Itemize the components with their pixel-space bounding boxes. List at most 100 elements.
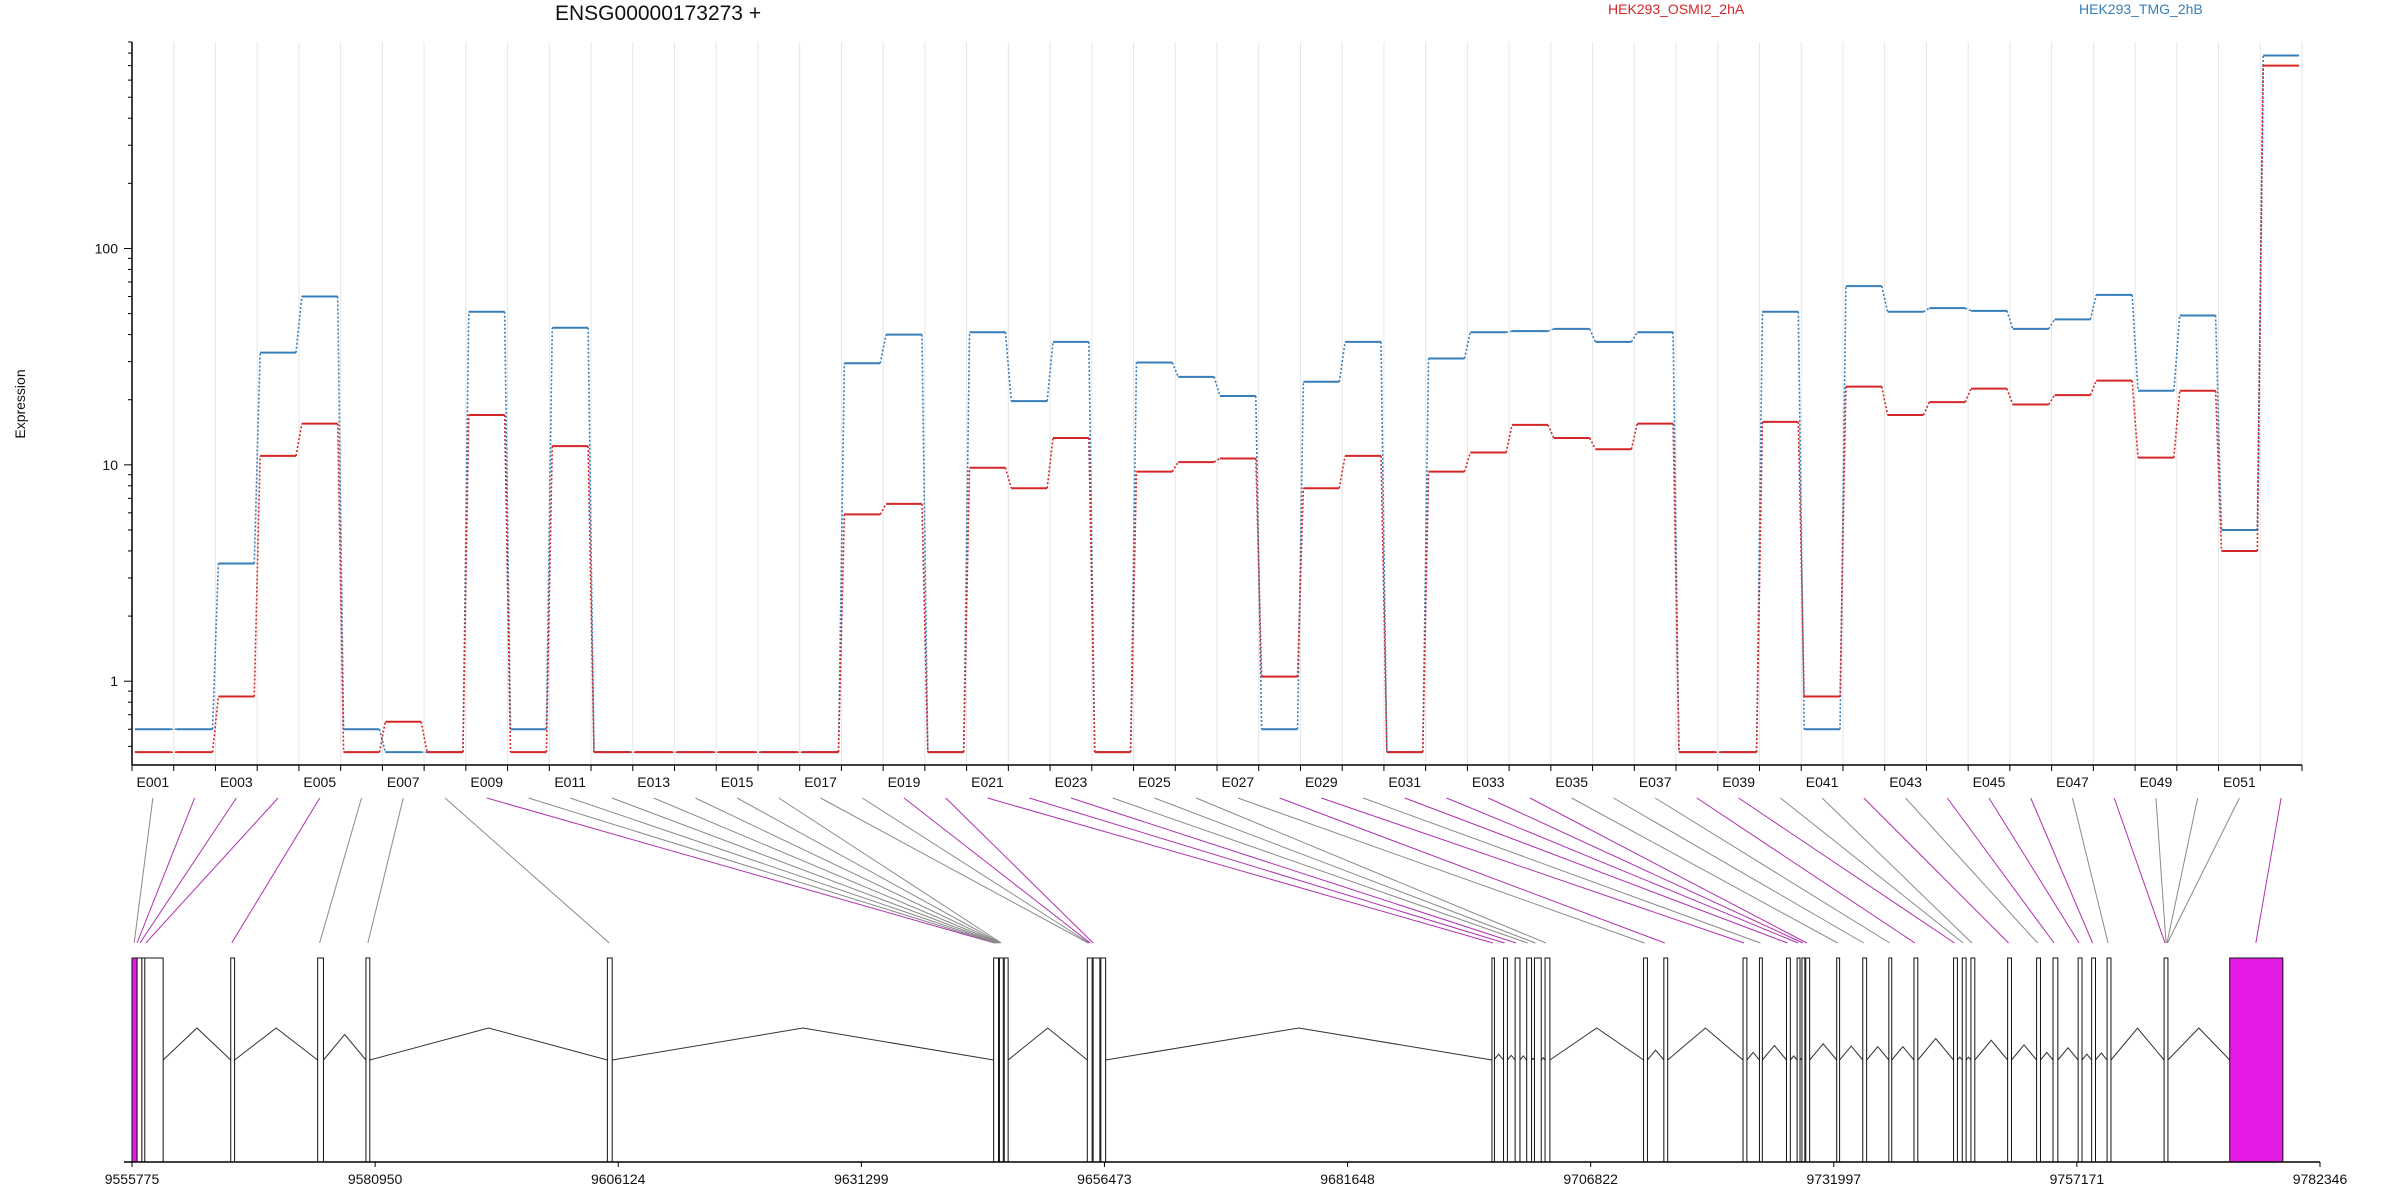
series-1-connector xyxy=(2048,394,2056,405)
x-tick-label: E015 xyxy=(721,774,754,790)
genome-axis-label: 9606124 xyxy=(591,1171,646,1187)
x-tick-label: E037 xyxy=(1639,774,1672,790)
exon-link xyxy=(736,797,1001,944)
series-1-connector xyxy=(2006,388,2014,405)
intron-line xyxy=(2081,1053,2093,1061)
exon-link xyxy=(653,797,999,944)
exon-box xyxy=(144,957,164,1163)
exon-box xyxy=(2077,957,2083,1163)
series-2-connector xyxy=(2089,294,2098,320)
exon-link xyxy=(367,797,404,944)
intron-line xyxy=(2110,1027,2165,1061)
series-1-connector xyxy=(1213,457,1221,463)
series-1-connector xyxy=(1630,423,1639,450)
exon-box xyxy=(1913,957,1919,1163)
series-1-connector xyxy=(420,721,428,753)
series-2-connector xyxy=(1630,331,1638,343)
exon-link xyxy=(1446,797,1799,944)
exon-box xyxy=(1888,957,1893,1163)
exon-box xyxy=(1643,957,1648,1163)
exon-link xyxy=(1654,797,1891,944)
exon-box xyxy=(1836,957,1841,1163)
series-1-connector xyxy=(211,696,220,753)
series-1-connector xyxy=(1755,421,1764,753)
exon-link xyxy=(1780,797,1964,944)
intron-line xyxy=(1891,1045,1915,1061)
series-1-connector xyxy=(1046,437,1054,489)
exon-link xyxy=(1404,797,1788,944)
genome-axis-label: 9555775 xyxy=(105,1171,160,1187)
exon-link xyxy=(1571,797,1838,944)
exon-box xyxy=(1970,957,1976,1163)
exon-box xyxy=(1758,957,1763,1163)
exon-link xyxy=(1029,797,1505,944)
series-1-connector xyxy=(1672,423,1680,753)
exon-link xyxy=(1321,797,1745,944)
intron-line xyxy=(323,1033,367,1061)
exon-box xyxy=(2106,957,2112,1163)
intron-line xyxy=(162,1027,232,1061)
y-tick-label: 10 xyxy=(102,457,118,473)
exon-link xyxy=(1154,797,1536,944)
exon-box xyxy=(317,957,324,1163)
series-2-connector xyxy=(253,352,261,564)
x-tick-label: E001 xyxy=(137,774,170,790)
series-2-connector xyxy=(2256,55,2264,530)
exon-box xyxy=(998,957,1004,1163)
exon-box xyxy=(1961,957,1967,1163)
exon-link xyxy=(2030,797,2094,944)
x-tick-label: E033 xyxy=(1472,774,1505,790)
exon-link xyxy=(1821,797,1973,944)
genome-axis-label: 9580950 xyxy=(348,1171,403,1187)
exon-link xyxy=(570,797,997,944)
x-tick-label: E017 xyxy=(804,774,837,790)
intron-line xyxy=(1105,1027,1493,1061)
exon-link xyxy=(1070,797,1517,944)
exon-box xyxy=(1491,957,1495,1163)
exon-box xyxy=(2036,957,2041,1163)
series-1-connector xyxy=(1338,455,1346,489)
intron-line xyxy=(1809,1042,1838,1061)
exon-box xyxy=(2091,957,2097,1163)
series-1-connector xyxy=(962,467,971,753)
intron-line xyxy=(234,1027,318,1061)
series-1-connector xyxy=(1964,388,1972,403)
exon-link xyxy=(1863,797,2009,944)
series-2-connector xyxy=(1964,307,1972,312)
genome-axis-label: 9681648 xyxy=(1320,1171,1375,1187)
exon-box xyxy=(1526,957,1533,1163)
series-1-connector xyxy=(1463,452,1472,472)
series-1-connector xyxy=(2214,390,2223,551)
exon-box xyxy=(131,957,138,1163)
series-1-connector xyxy=(587,446,595,753)
x-tick-label: E009 xyxy=(470,774,503,790)
exon-box xyxy=(2163,957,2169,1163)
exon-link xyxy=(987,797,1494,944)
exon-link xyxy=(1112,797,1528,944)
x-tick-label: E029 xyxy=(1305,774,1338,790)
exon-link xyxy=(1988,797,2080,944)
exon-link xyxy=(2255,797,2282,944)
exon-link xyxy=(319,797,362,944)
series-2-connector xyxy=(2048,319,2056,330)
intron-line xyxy=(2011,1044,2037,1061)
x-tick-label: E013 xyxy=(637,774,670,790)
intron-line xyxy=(1965,1056,1972,1061)
series-2-connector xyxy=(1672,332,1680,753)
intron-line xyxy=(612,1027,994,1061)
exon-link xyxy=(2113,797,2166,944)
exon-link xyxy=(1529,797,1808,944)
series-2-connector xyxy=(1506,330,1513,334)
exon-link xyxy=(444,797,610,944)
genome-axis-label: 9706822 xyxy=(1563,1171,1618,1187)
series-1-connector xyxy=(1296,488,1305,677)
x-tick-label: E007 xyxy=(387,774,420,790)
genome-axis-label: 9631299 xyxy=(834,1171,889,1187)
x-tick-label: E023 xyxy=(1055,774,1088,790)
exon-box xyxy=(1953,957,1958,1163)
exon-link xyxy=(2155,797,2167,944)
series-2-connector xyxy=(2173,315,2181,391)
series-1-connector xyxy=(1004,467,1013,489)
exon-link xyxy=(1237,797,1645,944)
series-1-connector xyxy=(2131,380,2139,458)
